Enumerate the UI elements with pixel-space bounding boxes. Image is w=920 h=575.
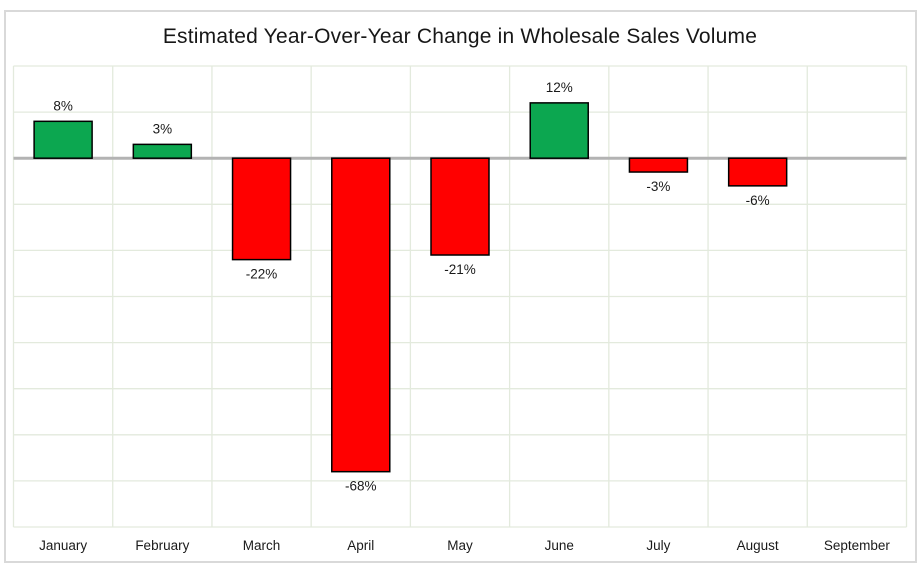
bar-june (529, 102, 589, 159)
bar-january (33, 120, 93, 159)
bar-value-label: -6% (746, 193, 770, 208)
bar-value-label: 3% (153, 121, 173, 136)
bar-value-label: -21% (444, 262, 476, 277)
x-axis-label: July (646, 538, 670, 553)
bar-value-label: 8% (53, 98, 73, 113)
x-axis-label: May (447, 538, 473, 553)
chart-frame (4, 10, 917, 563)
bar-value-label: -68% (345, 479, 377, 494)
chart-title: Estimated Year-Over-Year Change in Whole… (162, 25, 758, 48)
bar-value-label: -22% (246, 267, 278, 282)
bar-august (727, 157, 788, 187)
bar-march (231, 157, 292, 261)
x-axis-label: April (347, 538, 374, 553)
bar-july (628, 157, 689, 173)
bar-may (430, 157, 490, 256)
x-axis-label: June (545, 538, 574, 553)
bar-value-label: 12% (546, 80, 573, 95)
bar-april (331, 157, 391, 473)
bar-february (132, 143, 193, 159)
x-axis-label: August (737, 538, 779, 553)
bar-value-label: -3% (646, 179, 670, 194)
x-axis-label: February (135, 538, 189, 553)
x-axis-label: January (39, 538, 87, 553)
x-axis-label: September (824, 538, 891, 553)
x-axis-label: March (243, 538, 281, 553)
